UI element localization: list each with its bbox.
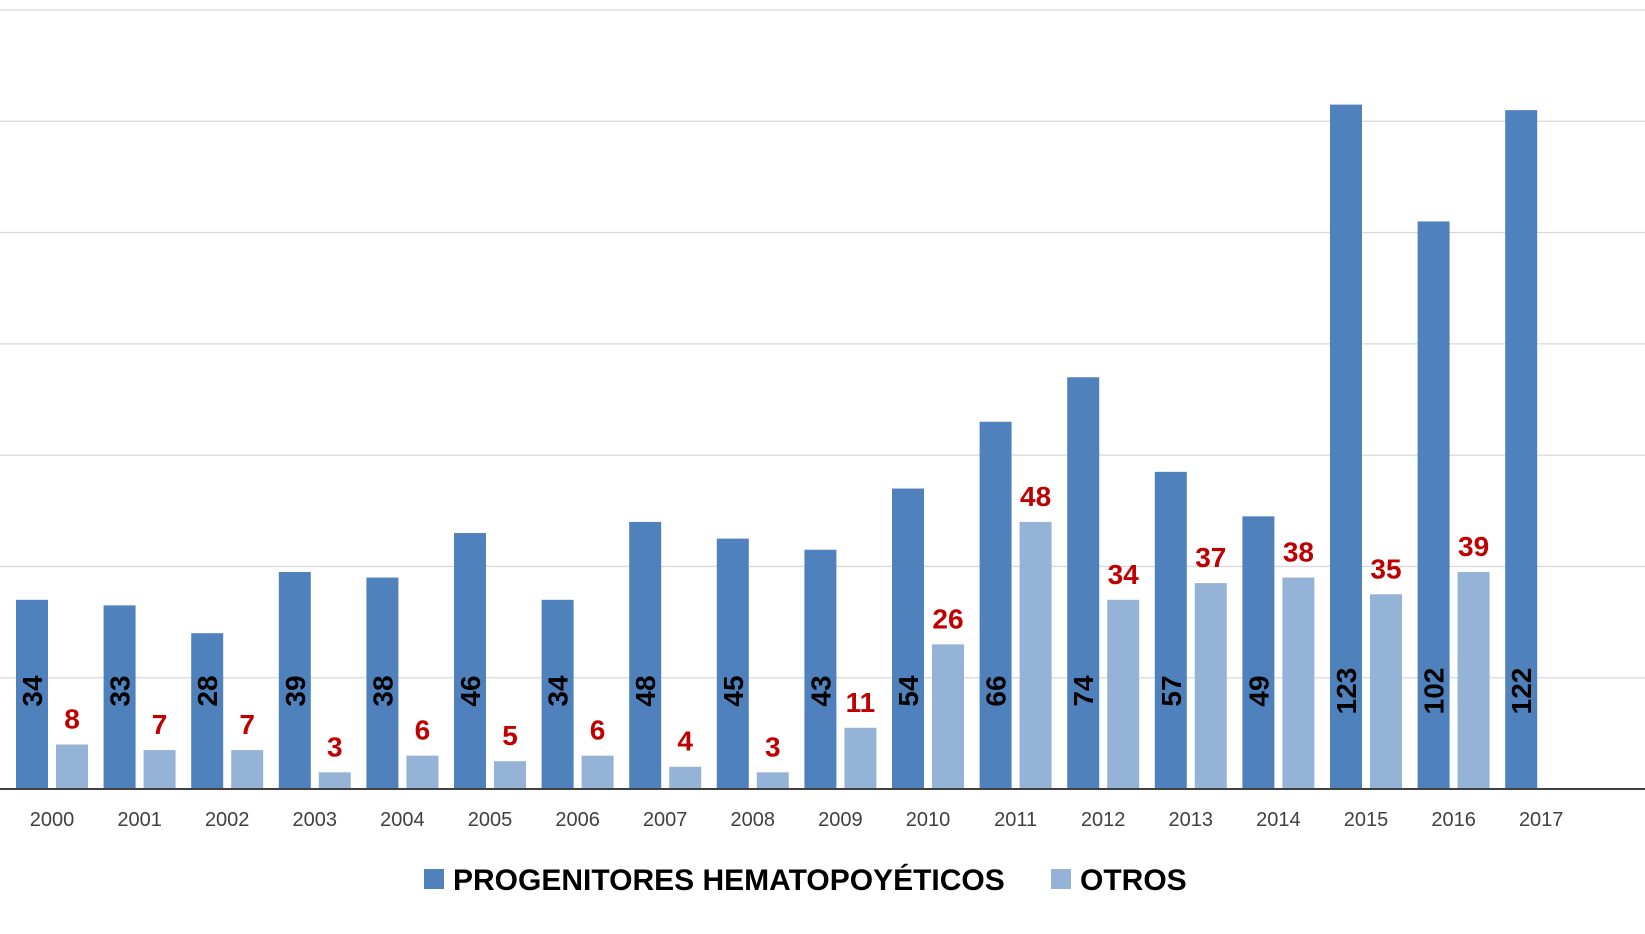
bar-progenitores (979, 421, 1012, 789)
bar-progenitores (278, 571, 311, 789)
bar-otros (318, 772, 351, 789)
x-tick-label: 2005 (468, 809, 513, 831)
bar-progenitores (191, 633, 224, 789)
data-label-otros: 7 (239, 709, 255, 740)
legend-swatch-progenitores (424, 869, 444, 889)
data-label-progenitores: 33 (105, 675, 136, 706)
bar-progenitores (804, 549, 837, 789)
data-label-progenitores: 34 (17, 675, 48, 707)
data-label-progenitores: 39 (280, 675, 311, 706)
data-label-otros: 6 (415, 715, 431, 746)
data-label-otros: 7 (152, 709, 168, 740)
data-label-progenitores: 123 (1331, 668, 1362, 715)
data-label-otros: 3 (765, 731, 781, 762)
bar-progenitores (716, 538, 749, 789)
data-label-progenitores: 66 (981, 675, 1012, 706)
x-tick-label: 2017 (1519, 809, 1564, 831)
bar-otros (1194, 583, 1227, 789)
x-tick-label: 2002 (205, 809, 250, 831)
bar-progenitores (629, 521, 662, 789)
bar-otros (581, 755, 614, 789)
data-label-otros: 5 (502, 720, 518, 751)
data-label-progenitores: 102 (1419, 668, 1450, 715)
data-label-progenitores: 43 (805, 675, 836, 706)
bar-progenitores (1242, 516, 1275, 789)
data-label-progenitores: 74 (1068, 675, 1099, 707)
x-tick-label: 2001 (117, 809, 162, 831)
bar-otros (494, 761, 526, 789)
bar-otros (1457, 571, 1490, 789)
bars (16, 104, 1538, 790)
legend: PROGENITORES HEMATOPOYÉTICOS OTROS (424, 863, 1187, 897)
bar-progenitores (454, 533, 486, 789)
x-tick-label: 2014 (1256, 809, 1301, 831)
x-tick-label: 2010 (906, 809, 951, 831)
x-tick-label: 2016 (1431, 809, 1476, 831)
bar-progenitores (1154, 471, 1187, 789)
data-label-progenitores: 28 (192, 675, 223, 706)
bar-otros (669, 766, 702, 789)
data-label-progenitores: 57 (1156, 675, 1187, 706)
bar-otros (1370, 594, 1402, 789)
bar-otros (1019, 521, 1052, 789)
x-tick-label: 2013 (1169, 809, 1214, 831)
x-tick-label: 2008 (731, 809, 776, 831)
x-tick-label: 2015 (1344, 809, 1389, 831)
bar-progenitores (541, 599, 574, 789)
x-tick-label: 2012 (1081, 809, 1126, 831)
bar-progenitores (1330, 104, 1362, 790)
x-tick-label: 2004 (380, 809, 425, 831)
data-label-otros: 38 (1283, 537, 1314, 568)
x-axis: 2000 2001 2002 2003 2004 2005 2006 2007 2008 2009… (0, 788, 1645, 831)
x-tick-label: 2006 (555, 809, 600, 831)
data-label-otros: 6 (590, 715, 606, 746)
data-label-otros: 11 (846, 687, 876, 718)
data-label-otros: 3 (327, 731, 343, 762)
legend-swatch-otros (1051, 869, 1071, 889)
bar-otros (932, 644, 964, 789)
legend-label-otros: OTROS (1080, 864, 1187, 897)
data-label-otros: 4 (677, 726, 693, 757)
x-tick-label: 2009 (818, 809, 863, 831)
bar-otros (56, 744, 88, 789)
bar-progenitores (892, 488, 924, 789)
data-label-otros: 37 (1195, 542, 1226, 573)
data-label-progenitores: 49 (1243, 675, 1274, 706)
bar-otros (844, 727, 877, 789)
x-tick-label: 2007 (643, 809, 688, 831)
legend-label-progenitores: PROGENITORES HEMATOPOYÉTICOS (453, 863, 1005, 897)
bar-progenitores (1505, 110, 1538, 789)
x-tick-label: 2011 (994, 809, 1037, 831)
bar-progenitores (103, 605, 136, 789)
bar-otros (1107, 599, 1140, 789)
bar-progenitores (16, 599, 48, 789)
bar-progenitores (1067, 377, 1100, 789)
data-label-progenitores: 34 (543, 675, 574, 707)
x-tick-label: 2000 (30, 809, 75, 831)
data-label-progenitores: 122 (1506, 668, 1537, 715)
bar-otros (406, 755, 439, 789)
data-label-progenitores: 46 (455, 675, 486, 706)
data-label-otros: 48 (1020, 481, 1051, 512)
bar-progenitores (366, 577, 399, 789)
data-label-otros: 34 (1108, 559, 1140, 590)
x-tick-label: 2003 (293, 809, 338, 831)
bar-otros (1282, 577, 1315, 789)
bar-otros (143, 750, 176, 789)
data-label-progenitores: 38 (367, 675, 398, 706)
data-label-otros: 35 (1370, 553, 1401, 584)
data-label-progenitores: 54 (893, 675, 924, 707)
data-label-otros: 39 (1458, 531, 1489, 562)
data-label-otros: 8 (64, 703, 80, 734)
data-label-progenitores: 48 (630, 675, 661, 706)
data-label-otros: 26 (932, 603, 963, 634)
bar-progenitores (1417, 221, 1450, 789)
data-label-progenitores: 45 (718, 675, 749, 706)
bar-otros (756, 772, 789, 789)
bar-otros (231, 750, 264, 789)
